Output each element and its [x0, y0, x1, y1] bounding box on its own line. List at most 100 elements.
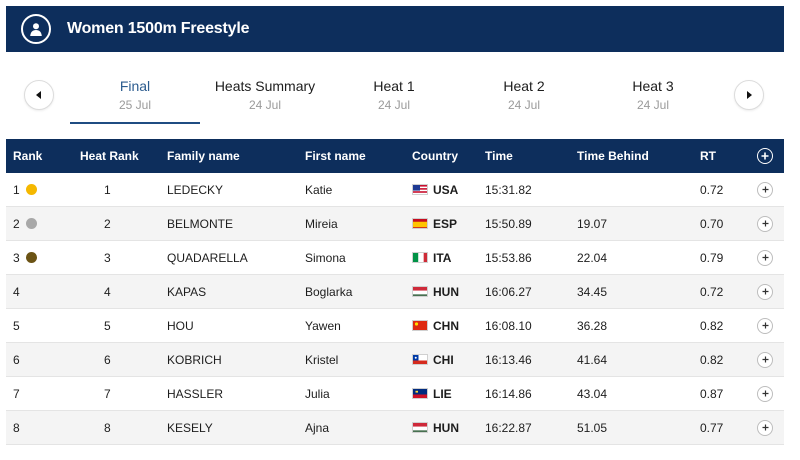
tab-label: Heat 2 — [503, 78, 545, 94]
column-first-name[interactable]: First name — [305, 149, 366, 163]
first-name-cell: Kristel — [305, 352, 339, 367]
tab-label: Heats Summary — [214, 78, 316, 94]
rank-cell: 2 — [13, 207, 37, 240]
heat-rank-cell: 2 — [104, 216, 111, 231]
rank-value: 5 — [13, 318, 20, 333]
time-behind-cell: 43.04 — [577, 386, 608, 401]
table-row: 5 5 HOU Yawen CHN 16:08.10 36.28 0.82 — [6, 309, 784, 343]
country-cell: LIE — [412, 377, 452, 410]
family-name-cell: KOBRICH — [167, 352, 222, 367]
next-button[interactable] — [734, 80, 764, 110]
country-code: ESP — [433, 216, 458, 231]
first-name-cell: Ajna — [305, 420, 330, 435]
country-code: USA — [433, 182, 459, 197]
time-behind-cell: 19.07 — [577, 216, 608, 231]
plus-circle-icon — [757, 148, 773, 164]
expand-row-button[interactable] — [757, 207, 773, 240]
column-rank[interactable]: Rank — [13, 149, 43, 163]
heat-rank-cell: 5 — [104, 318, 111, 333]
column-family-name[interactable]: Family name — [167, 149, 240, 163]
expand-row-button[interactable] — [757, 241, 773, 274]
first-name-cell: Katie — [305, 182, 333, 197]
tab-date: 24 Jul — [377, 98, 411, 112]
family-name-cell: LEDECKY — [167, 182, 224, 197]
expand-row-button[interactable] — [757, 343, 773, 376]
flag-icon — [412, 320, 428, 331]
expand-row-button[interactable] — [757, 411, 773, 444]
rank-cell: 4 — [13, 275, 20, 308]
rank-value: 1 — [13, 182, 20, 197]
rt-cell: 0.72 — [700, 284, 724, 299]
arrow-left-icon — [36, 91, 41, 99]
rt-cell: 0.72 — [700, 182, 724, 197]
first-name-cell: Simona — [305, 250, 346, 265]
column-country[interactable]: Country — [412, 149, 458, 163]
column-heat-rank[interactable]: Heat Rank — [80, 149, 139, 163]
rank-value: 7 — [13, 386, 20, 401]
country-cell: ESP — [412, 207, 457, 240]
event-header: Women 1500m Freestyle — [6, 6, 784, 52]
arrow-right-icon — [747, 91, 752, 99]
time-cell: 15:31.82 — [485, 182, 532, 197]
rank-value: 2 — [13, 216, 20, 231]
tab-label: Final — [119, 78, 151, 94]
family-name-cell: HOU — [167, 318, 194, 333]
time-behind-cell: 41.64 — [577, 352, 608, 367]
time-cell: 16:14.86 — [485, 386, 532, 401]
family-name-cell: QUADARELLA — [167, 250, 248, 265]
tab-date: 24 Jul — [248, 98, 282, 112]
time-cell: 16:06.27 — [485, 284, 532, 299]
heat-rank-cell: 6 — [104, 352, 111, 367]
tab-heat-2[interactable]: Heat 2 24 Jul — [459, 70, 589, 124]
flag-icon — [412, 286, 428, 297]
previous-button[interactable] — [24, 80, 54, 110]
table-row: 2 2 BELMONTE Mireia ESP 15:50.89 19.07 0… — [6, 207, 784, 241]
tab-heat-3[interactable]: Heat 3 24 Jul — [588, 70, 718, 124]
expand-row-button[interactable] — [757, 275, 773, 308]
family-name-cell: KESELY — [167, 420, 213, 435]
column-time[interactable]: Time — [485, 149, 513, 163]
tab-final[interactable]: Final 25 Jul — [70, 70, 200, 124]
first-name-cell: Mireia — [305, 216, 338, 231]
rank-cell: 8 — [13, 411, 20, 444]
country-code: ITA — [433, 250, 452, 265]
country-code: HUN — [433, 420, 459, 435]
time-behind-cell: 22.04 — [577, 250, 608, 265]
column-rt[interactable]: RT — [700, 149, 716, 163]
time-cell: 16:22.87 — [485, 420, 532, 435]
country-code: CHI — [433, 352, 454, 367]
tab-heats-summary[interactable]: Heats Summary 24 Jul — [200, 70, 330, 124]
table-row: 3 3 QUADARELLA Simona ITA 15:53.86 22.04… — [6, 241, 784, 275]
country-cell: USA — [412, 173, 458, 206]
country-cell: CHN — [412, 309, 459, 342]
column-time-behind[interactable]: Time Behind — [577, 149, 649, 163]
rank-cell: 7 — [13, 377, 20, 410]
table-row: 1 1 LEDECKY Katie USA 15:31.82 0.72 — [6, 173, 784, 207]
table-row: 7 7 HASSLER Julia LIE 16:14.86 43.04 0.8… — [6, 377, 784, 411]
rank-cell: 5 — [13, 309, 20, 342]
table-row: 6 6 KOBRICH Kristel CHI 16:13.46 41.64 0… — [6, 343, 784, 377]
country-code: LIE — [433, 386, 452, 401]
flag-icon — [412, 388, 428, 399]
medal-icon — [25, 218, 37, 229]
time-cell: 15:53.86 — [485, 250, 532, 265]
tab-date: 24 Jul — [507, 98, 541, 112]
first-name-cell: Julia — [305, 386, 330, 401]
rank-cell: 1 — [13, 173, 37, 206]
table-row: 4 4 KAPAS Boglarka HUN 16:06.27 34.45 0.… — [6, 275, 784, 309]
tab-heat-1[interactable]: Heat 1 24 Jul — [329, 70, 459, 124]
rt-cell: 0.87 — [700, 386, 724, 401]
rank-value: 4 — [13, 284, 20, 299]
expand-row-button[interactable] — [757, 309, 773, 342]
rt-cell: 0.79 — [700, 250, 724, 265]
country-cell: HUN — [412, 411, 459, 444]
country-code: HUN — [433, 284, 459, 299]
expand-row-button[interactable] — [757, 173, 773, 206]
time-cell: 16:08.10 — [485, 318, 532, 333]
tab-label: Heat 1 — [373, 78, 415, 94]
family-name-cell: KAPAS — [167, 284, 207, 299]
tab-label: Heat 3 — [632, 78, 674, 94]
expand-all-button[interactable] — [757, 139, 773, 173]
expand-row-button[interactable] — [757, 377, 773, 410]
plus-circle-icon — [757, 249, 773, 266]
